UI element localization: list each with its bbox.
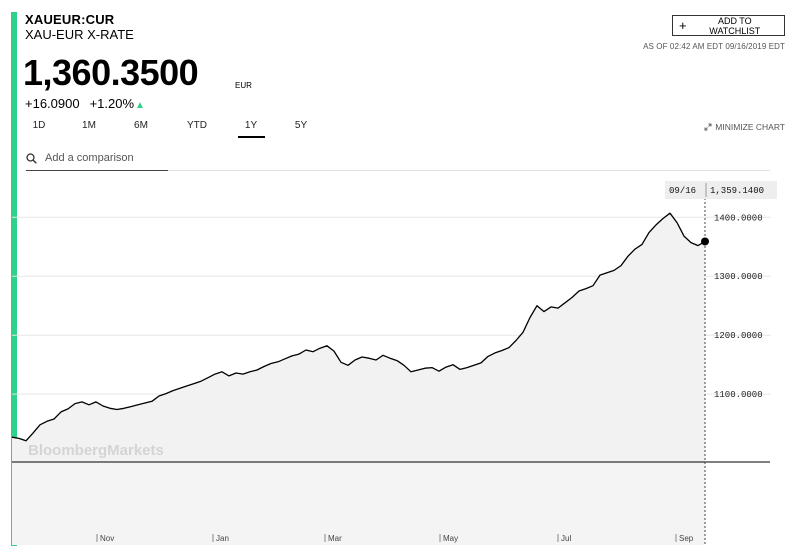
- plus-icon: +: [679, 18, 687, 33]
- tooltip-background: [665, 181, 777, 199]
- y-axis: 1400.0000 1300.0000 1200.0000 1100.0000: [714, 213, 763, 400]
- comparison-input[interactable]: [45, 152, 155, 164]
- tooltip-date: 09/16: [669, 186, 696, 196]
- add-to-watchlist-label: ADD TO WATCHLIST: [709, 15, 761, 36]
- ticker-symbol: XAUEUR:CUR: [25, 12, 115, 27]
- search-icon: [26, 152, 37, 164]
- change-value: +16.0900: [25, 96, 80, 111]
- x-tick-label: Sep: [679, 534, 694, 543]
- y-tick-label: 1100.0000: [714, 390, 763, 400]
- change-percent: +1.20%▲: [90, 96, 145, 111]
- add-to-watchlist-button[interactable]: + ADD TO WATCHLIST: [672, 15, 785, 36]
- tab-5y[interactable]: 5Y: [294, 120, 308, 131]
- current-value-marker: [701, 237, 709, 246]
- tooltip: 09/16 1,359.1400: [665, 181, 777, 199]
- price-change: +16.0900 +1.20%▲: [25, 96, 145, 111]
- minimize-chart-button[interactable]: MINIMIZE CHART: [704, 122, 785, 132]
- y-tick-label: 1400.0000: [714, 213, 763, 223]
- y-tick-label: 1200.0000: [714, 331, 763, 341]
- as-of-timestamp: AS OF 02:42 AM EDT 09/16/2019 EDT: [643, 42, 785, 51]
- x-tick-label: Nov: [100, 534, 114, 543]
- price-currency: EUR: [235, 81, 252, 90]
- lower-panel: [12, 462, 705, 545]
- x-tick-label: Jul: [561, 534, 571, 543]
- accent-bar: [11, 12, 17, 546]
- compare-divider: [168, 170, 770, 171]
- tab-ytd[interactable]: YTD: [187, 120, 207, 131]
- tab-6m[interactable]: 6M: [134, 120, 148, 131]
- x-tick-label: Mar: [328, 534, 342, 543]
- tooltip-value: 1,359.1400: [710, 186, 764, 196]
- tab-1y[interactable]: 1Y: [244, 120, 258, 131]
- active-tab-underline: [238, 136, 265, 138]
- tab-1d[interactable]: 1D: [32, 120, 46, 131]
- minimize-chart-label: MINIMIZE CHART: [715, 122, 785, 132]
- x-tick-label: May: [443, 534, 458, 543]
- x-axis: Nov Jan Mar May Jul Sep: [96, 534, 694, 543]
- change-percent-value: +1.20%: [89, 96, 135, 111]
- up-arrow-icon: ▲: [135, 100, 145, 111]
- instrument-name: XAU-EUR X-RATE: [25, 27, 134, 42]
- last-price: 1,360.3500: [23, 52, 199, 93]
- comparison-search[interactable]: [26, 146, 168, 171]
- tab-1m[interactable]: 1M: [82, 120, 96, 131]
- area-fill: [12, 213, 705, 462]
- y-tick-label: 1300.0000: [714, 272, 763, 282]
- watermark: BloombergMarkets: [28, 442, 164, 459]
- minimize-icon: [704, 123, 712, 131]
- price-line: [11, 212, 706, 442]
- x-tick-label: Jan: [216, 534, 229, 543]
